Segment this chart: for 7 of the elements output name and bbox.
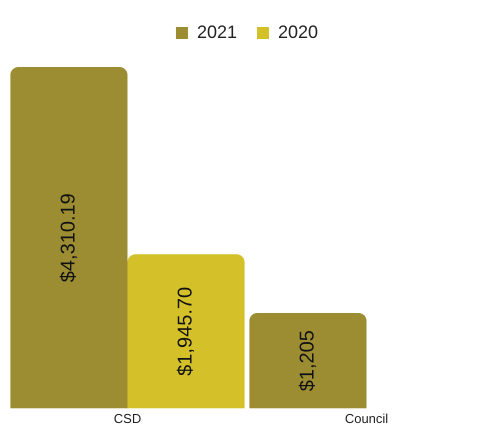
x-tick-label: CSD [114,410,142,426]
legend-label: 2021 [196,22,238,42]
legend-label: 2020 [278,22,318,42]
data-label: $4,310.19 [57,193,80,282]
x-tick-label: Council [344,410,388,426]
data-label: $1,205 [296,330,318,392]
data-label: $1,945.70 [174,286,197,376]
